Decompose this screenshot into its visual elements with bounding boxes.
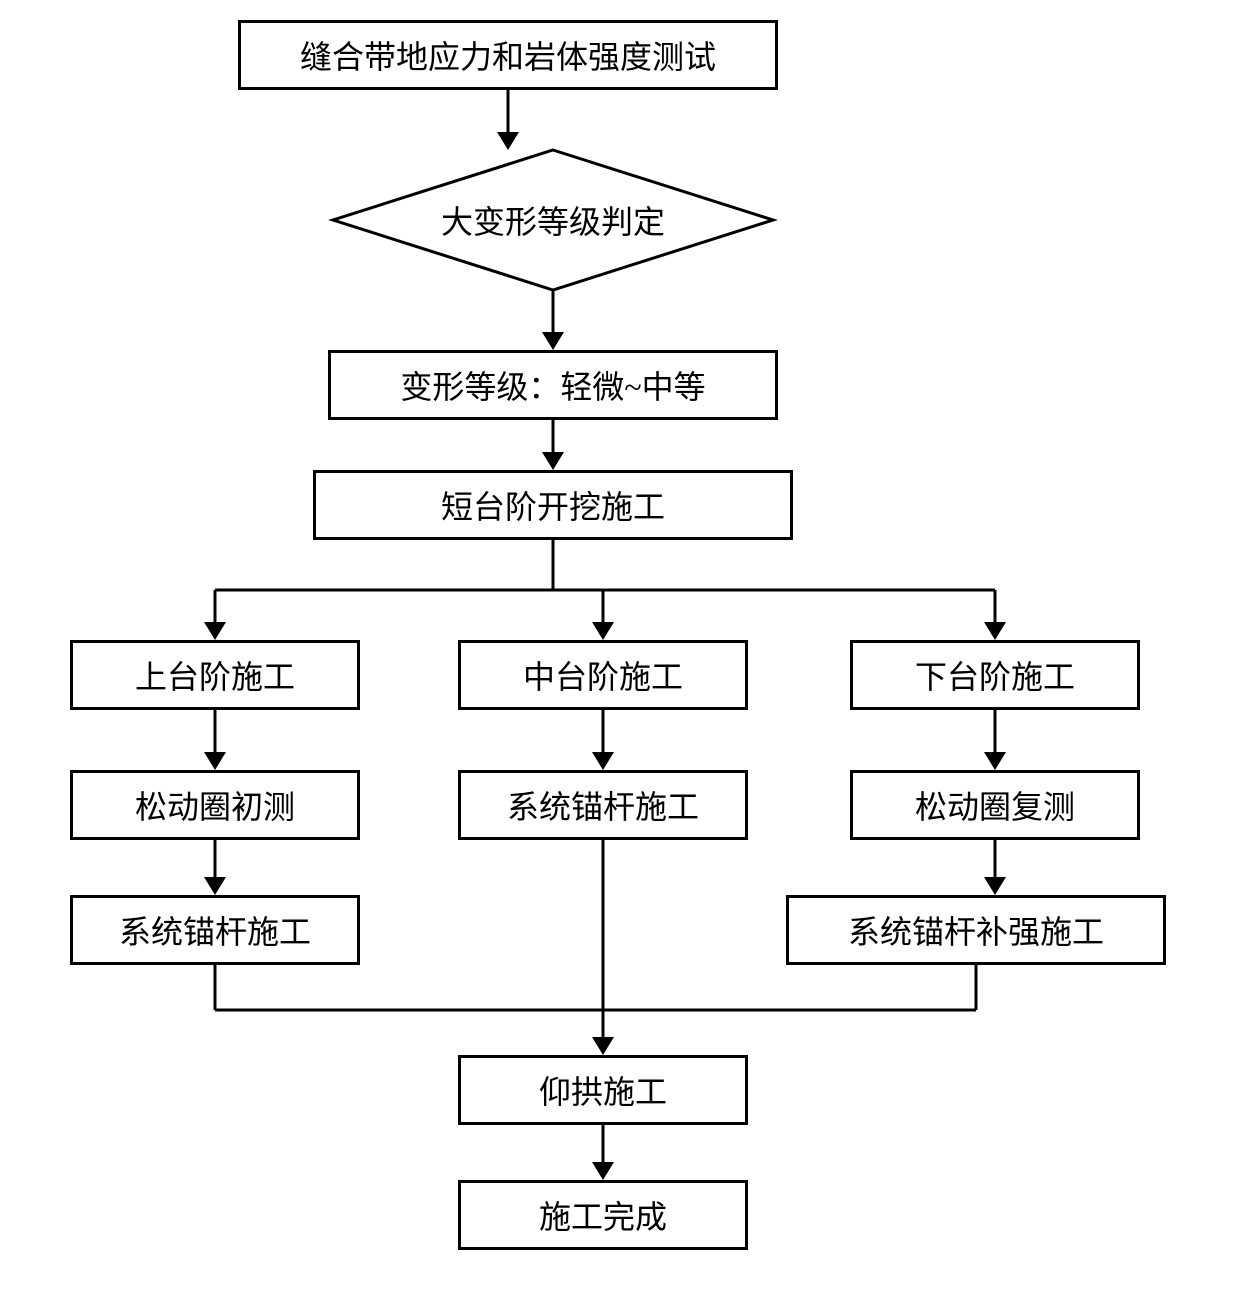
node-n12: 系统锚杆补强施工 bbox=[786, 895, 1166, 965]
node-n8: 松动圈初测 bbox=[70, 770, 360, 840]
node-n9: 系统锚杆施工 bbox=[458, 770, 748, 840]
node-n10: 松动圈复测 bbox=[850, 770, 1140, 840]
node-n5: 上台阶施工 bbox=[70, 640, 360, 710]
node-n3: 变形等级：轻微~中等 bbox=[328, 350, 778, 420]
node-n4: 短台阶开挖施工 bbox=[313, 470, 793, 540]
decision-diamond bbox=[333, 150, 773, 290]
node-n1: 缝合带地应力和岩体强度测试 bbox=[238, 20, 778, 90]
node-n11: 系统锚杆施工 bbox=[70, 895, 360, 965]
node-n13: 仰拱施工 bbox=[458, 1055, 748, 1125]
decision-label: 大变形等级判定 bbox=[333, 150, 773, 290]
node-n14: 施工完成 bbox=[458, 1180, 748, 1250]
node-n6: 中台阶施工 bbox=[458, 640, 748, 710]
node-n7: 下台阶施工 bbox=[850, 640, 1140, 710]
